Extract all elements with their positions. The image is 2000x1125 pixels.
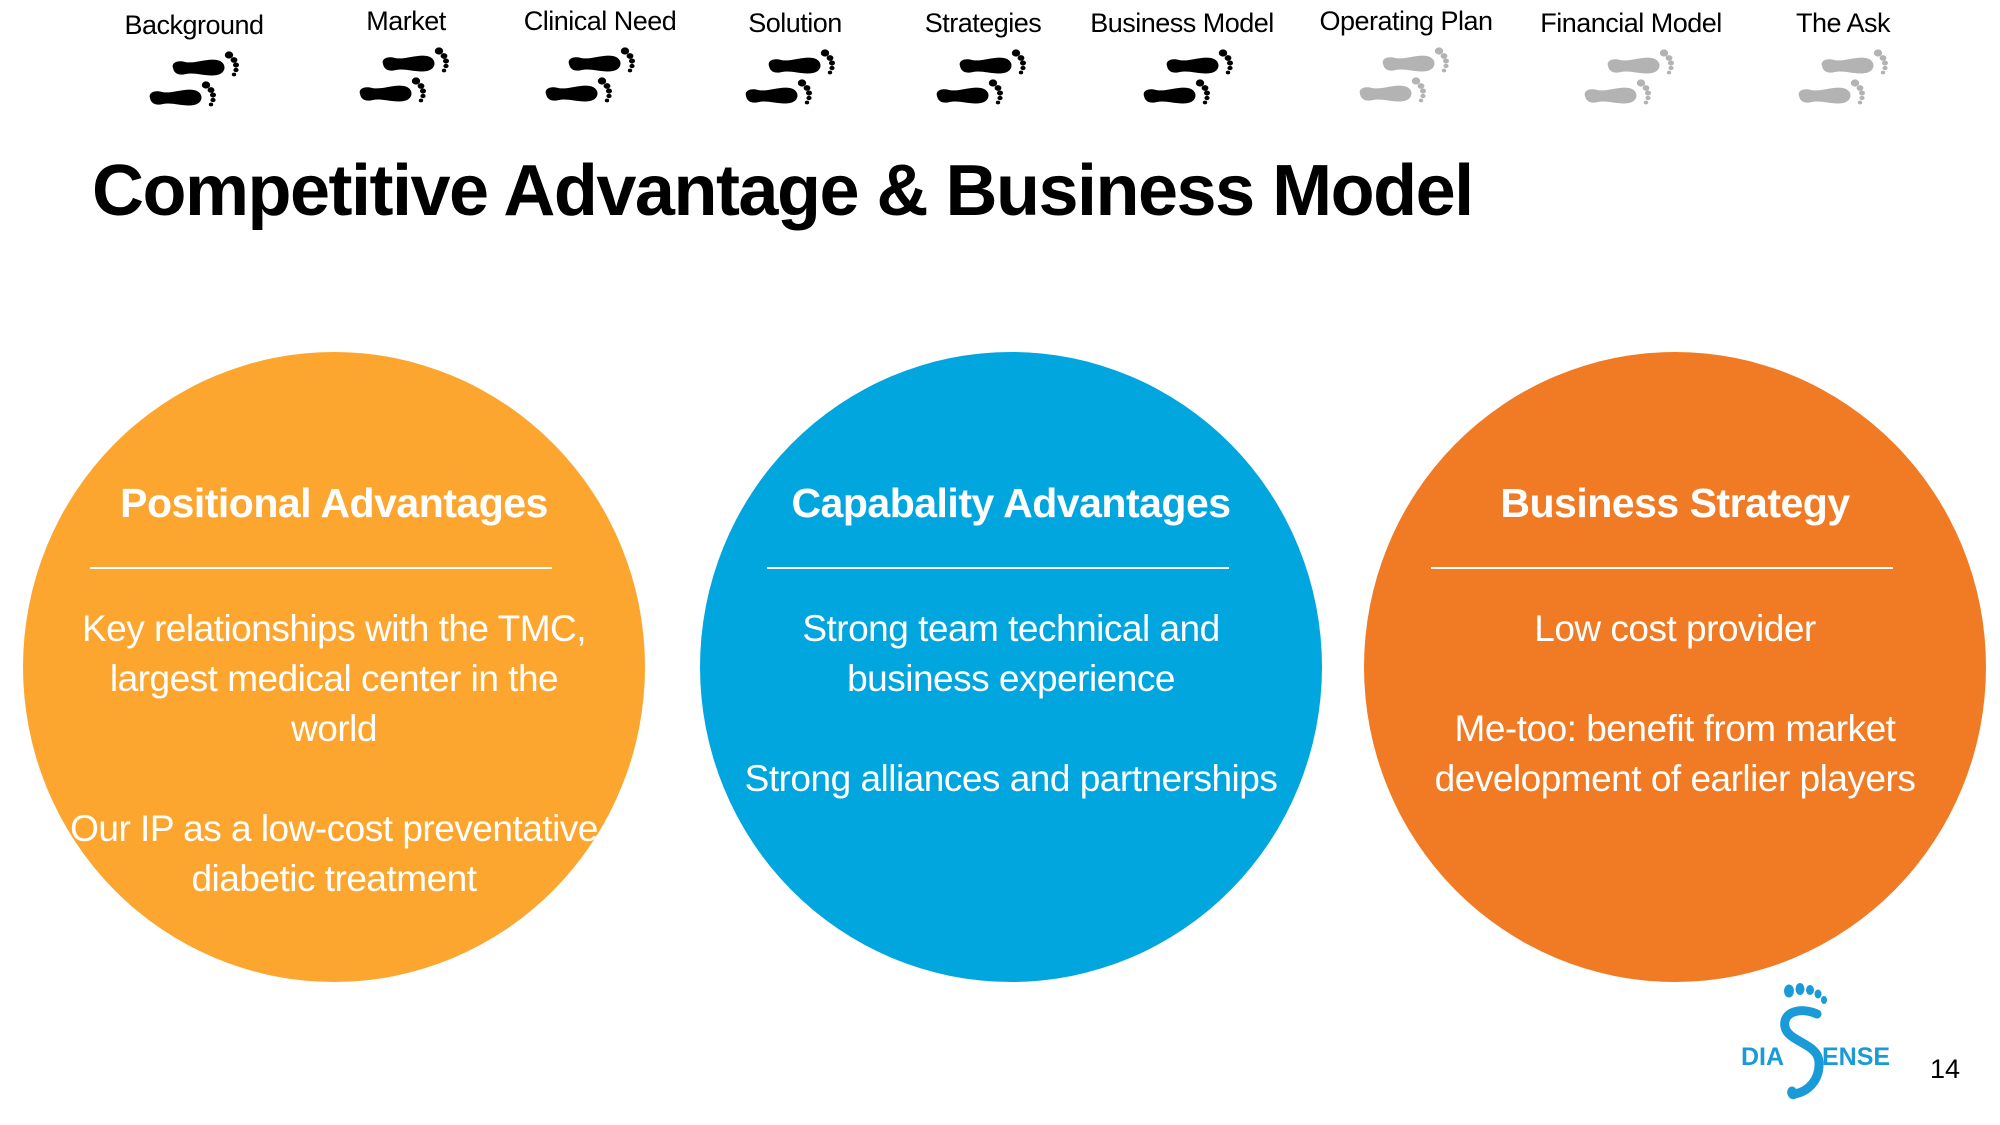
page-number: 14 [1930, 1054, 1961, 1084]
step-business-model: Business Model [1082, 4, 1282, 114]
footprints-icon [1359, 47, 1449, 103]
step-label: The Ask [1795, 8, 1891, 38]
step-solution: Solution [695, 4, 895, 114]
business-strategy-circle: Business Strategy Low cost provider Me-t… [1364, 352, 1986, 982]
step-label: Strategies [924, 8, 1042, 38]
circle-paragraph: Me-too: benefit from market development … [1434, 708, 1916, 799]
logo-right-text: ENSE [1822, 1043, 1890, 1071]
step-background: Background [94, 4, 294, 116]
step-financial-model: Financial Model [1531, 4, 1731, 114]
step-label: Clinical Need [523, 6, 677, 36]
divider [1431, 567, 1893, 569]
logo-s-mark [1780, 1006, 1824, 1100]
circle-paragraph: Strong alliances and partnerships [744, 758, 1278, 799]
divider [767, 567, 1229, 569]
logo-toes [1784, 983, 1827, 1004]
step-strategies: Strategies [883, 4, 1083, 114]
footprints-icon [1798, 49, 1888, 105]
step-label: Business Model [1090, 8, 1274, 38]
circle-paragraph: Our IP as a low-cost preventative diabet… [70, 808, 598, 899]
capability-advantages-circle: Capabality Advantages Strong team techni… [700, 352, 1322, 982]
circle-paragraph: Strong team technical and business exper… [802, 608, 1220, 699]
step-operating-plan: Operating Plan [1306, 4, 1506, 112]
positional-advantages-circle: Positional Advantages Key relationships … [23, 352, 645, 982]
circle-heading: Business Strategy [1500, 480, 1850, 526]
circle-body: Key relationships with the TMC, largest … [63, 604, 605, 954]
logo-left-text: DIA [1741, 1043, 1784, 1071]
step-the-ask: The Ask [1743, 4, 1943, 114]
step-label: Financial Model [1540, 8, 1722, 38]
circle-heading: Positional Advantages [120, 480, 548, 526]
footprints-icon [359, 47, 449, 103]
step-label: Operating Plan [1319, 6, 1493, 36]
circle-body: Strong team technical and business exper… [740, 604, 1282, 854]
footprints-icon [745, 49, 835, 105]
page-title: Competitive Advantage & Business Model [92, 151, 1474, 231]
circle-paragraph: Low cost provider [1534, 608, 1816, 649]
circle-paragraph: Key relationships with the TMC, largest … [81, 608, 587, 749]
divider [90, 567, 552, 569]
footprints-icon [1143, 49, 1233, 105]
step-market: Market [306, 4, 506, 112]
footprints-icon [545, 47, 635, 103]
step-label: Market [366, 6, 446, 36]
step-clinical-need: Clinical Need [500, 4, 700, 112]
diasense-logo: DIA ENSE [1741, 983, 1890, 1100]
circle-body: Low cost provider Me-too: benefit from m… [1404, 604, 1946, 854]
step-label: Solution [748, 8, 842, 38]
step-label: Background [124, 10, 264, 40]
circle-heading: Capabality Advantages [791, 480, 1231, 526]
footprints-icon [1584, 49, 1674, 105]
footprints-icon [149, 51, 239, 107]
footprints-icon [936, 49, 1026, 105]
